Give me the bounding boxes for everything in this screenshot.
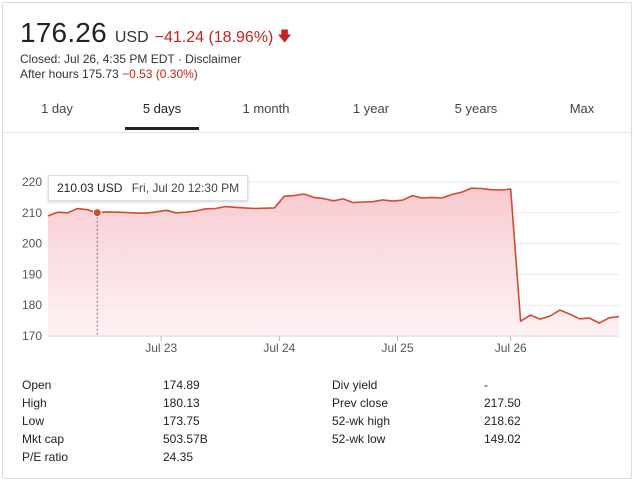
stat-value: 217.50 xyxy=(484,396,521,410)
x-tick-label: Jul 24 xyxy=(263,341,295,355)
tab-1-month[interactable]: 1 month xyxy=(242,101,290,116)
tooltip-value: 210.03 USD xyxy=(57,181,123,195)
stat-label: 52-wk low xyxy=(332,432,386,446)
stat-value: 149.02 xyxy=(484,432,521,446)
stat-label: P/E ratio xyxy=(22,450,69,464)
stat-label: Low xyxy=(22,414,45,428)
highlight-point xyxy=(92,208,102,218)
y-tick-label: 190 xyxy=(22,267,42,281)
stat-value: 218.62 xyxy=(484,414,521,428)
stat-label: Div yield xyxy=(332,378,378,392)
after-hours-label: After hours 175.73 xyxy=(20,67,119,81)
stat-value: 503.57B xyxy=(163,432,208,446)
price-chart-svg: 220 210 200 190 180 170 Jul 23 Jul 24 Jul 25 Jul … xyxy=(22,175,620,355)
x-tick-label: Jul 25 xyxy=(381,341,413,355)
stat-label: Mkt cap xyxy=(22,432,65,446)
tooltip-date: Fri, Jul 20 12:30 PM xyxy=(131,181,240,195)
price-area xyxy=(48,188,619,336)
y-tick-label: 180 xyxy=(22,298,42,312)
tab-5-days[interactable]: 5 days xyxy=(125,92,199,130)
tabs-divider xyxy=(3,132,633,133)
price-row: 176.26 USD −41.24 (18.96%) 🡇 xyxy=(20,17,292,51)
y-tick-label: 210 xyxy=(22,206,42,220)
price-change: −41.24 (18.96%) xyxy=(154,29,274,46)
stat-value: 174.89 xyxy=(163,378,200,392)
current-price: 176.26 xyxy=(20,17,107,48)
tab-max[interactable]: Max xyxy=(569,101,595,116)
after-hours-change: −0.53 (0.30%) xyxy=(122,67,198,81)
stat-label: Prev close xyxy=(332,396,389,410)
currency-label: USD xyxy=(114,29,149,46)
price-chart[interactable]: 220 210 200 190 180 170 Jul 23 Jul 24 Jul 25 Jul … xyxy=(3,153,633,368)
tab-1-day[interactable]: 1 day xyxy=(41,101,73,116)
stat-value: 180.13 xyxy=(163,396,200,410)
y-tick-label: 220 xyxy=(22,175,42,189)
range-tabs: 1 day 5 days 1 month 1 year 5 years Max xyxy=(3,92,633,132)
chart-tooltip: 210.03 USD Fri, Jul 20 12:30 PM xyxy=(48,175,249,201)
closed-text: Closed: Jul 26, 4:35 PM EDT · Disclaimer xyxy=(20,52,242,66)
stat-label: 52-wk high xyxy=(332,414,391,428)
stat-label: Open xyxy=(22,378,52,392)
tab-1-year[interactable]: 1 year xyxy=(352,101,390,116)
stat-value: 24.35 xyxy=(163,450,194,464)
stat-value: 173.75 xyxy=(163,414,200,428)
tab-5-years[interactable]: 5 years xyxy=(454,101,498,116)
stock-quote-card: 176.26 USD −41.24 (18.96%) 🡇 Closed: Jul… xyxy=(2,2,633,479)
market-status: Closed: Jul 26, 4:35 PM EDT · Disclaimer xyxy=(20,52,241,66)
y-tick-label: 170 xyxy=(22,329,42,343)
stat-value: - xyxy=(484,378,488,392)
y-tick-label: 200 xyxy=(22,237,42,251)
x-tick-label: Jul 23 xyxy=(145,341,177,355)
x-tick-label: Jul 26 xyxy=(495,341,527,355)
after-hours: After hours 175.73 −0.53 (0.30%) xyxy=(20,67,198,81)
stat-label: High xyxy=(22,396,47,410)
arrow-down-icon: 🡇 xyxy=(277,28,292,44)
price-line xyxy=(47,187,620,324)
